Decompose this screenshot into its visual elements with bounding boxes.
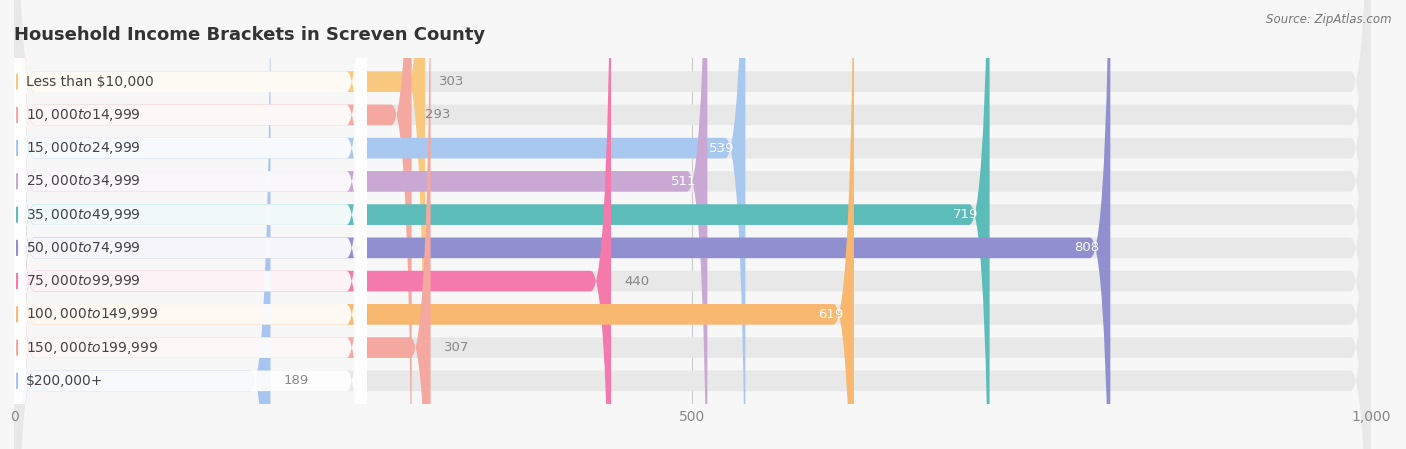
FancyBboxPatch shape xyxy=(14,0,1371,449)
FancyBboxPatch shape xyxy=(14,0,990,449)
FancyBboxPatch shape xyxy=(14,0,367,449)
FancyBboxPatch shape xyxy=(14,0,1371,449)
Text: 808: 808 xyxy=(1074,242,1099,254)
Text: 539: 539 xyxy=(709,141,734,154)
Text: $15,000 to $24,999: $15,000 to $24,999 xyxy=(25,140,141,156)
Text: $200,000+: $200,000+ xyxy=(25,374,103,388)
Text: Household Income Brackets in Screven County: Household Income Brackets in Screven Cou… xyxy=(14,26,485,44)
Text: 303: 303 xyxy=(439,75,464,88)
FancyBboxPatch shape xyxy=(14,0,1371,449)
FancyBboxPatch shape xyxy=(14,0,1371,449)
FancyBboxPatch shape xyxy=(14,0,367,449)
Text: 619: 619 xyxy=(818,308,844,321)
Text: 440: 440 xyxy=(624,275,650,288)
Text: 189: 189 xyxy=(284,374,309,387)
FancyBboxPatch shape xyxy=(14,0,853,449)
FancyBboxPatch shape xyxy=(14,0,1371,449)
Text: $50,000 to $74,999: $50,000 to $74,999 xyxy=(25,240,141,256)
FancyBboxPatch shape xyxy=(14,0,612,449)
FancyBboxPatch shape xyxy=(14,0,1371,449)
Text: $10,000 to $14,999: $10,000 to $14,999 xyxy=(25,107,141,123)
Text: $150,000 to $199,999: $150,000 to $199,999 xyxy=(25,339,157,356)
FancyBboxPatch shape xyxy=(14,0,270,449)
FancyBboxPatch shape xyxy=(14,0,745,449)
FancyBboxPatch shape xyxy=(14,0,367,449)
FancyBboxPatch shape xyxy=(14,0,1371,449)
Text: 511: 511 xyxy=(671,175,696,188)
Text: $35,000 to $49,999: $35,000 to $49,999 xyxy=(25,207,141,223)
Text: $100,000 to $149,999: $100,000 to $149,999 xyxy=(25,306,157,322)
FancyBboxPatch shape xyxy=(14,0,425,449)
FancyBboxPatch shape xyxy=(14,0,707,449)
FancyBboxPatch shape xyxy=(14,0,1111,449)
FancyBboxPatch shape xyxy=(14,0,430,449)
FancyBboxPatch shape xyxy=(14,0,367,449)
Text: 719: 719 xyxy=(953,208,979,221)
FancyBboxPatch shape xyxy=(14,0,367,449)
Text: Source: ZipAtlas.com: Source: ZipAtlas.com xyxy=(1267,13,1392,26)
Text: Less than $10,000: Less than $10,000 xyxy=(25,75,153,88)
Text: $25,000 to $34,999: $25,000 to $34,999 xyxy=(25,173,141,189)
FancyBboxPatch shape xyxy=(14,0,367,449)
Text: $75,000 to $99,999: $75,000 to $99,999 xyxy=(25,273,141,289)
FancyBboxPatch shape xyxy=(14,0,1371,449)
FancyBboxPatch shape xyxy=(14,0,1371,449)
FancyBboxPatch shape xyxy=(14,0,412,449)
FancyBboxPatch shape xyxy=(14,0,367,449)
Text: 293: 293 xyxy=(425,108,450,121)
Text: 307: 307 xyxy=(444,341,470,354)
FancyBboxPatch shape xyxy=(14,0,367,449)
FancyBboxPatch shape xyxy=(14,0,367,449)
FancyBboxPatch shape xyxy=(14,0,367,449)
FancyBboxPatch shape xyxy=(14,0,1371,449)
